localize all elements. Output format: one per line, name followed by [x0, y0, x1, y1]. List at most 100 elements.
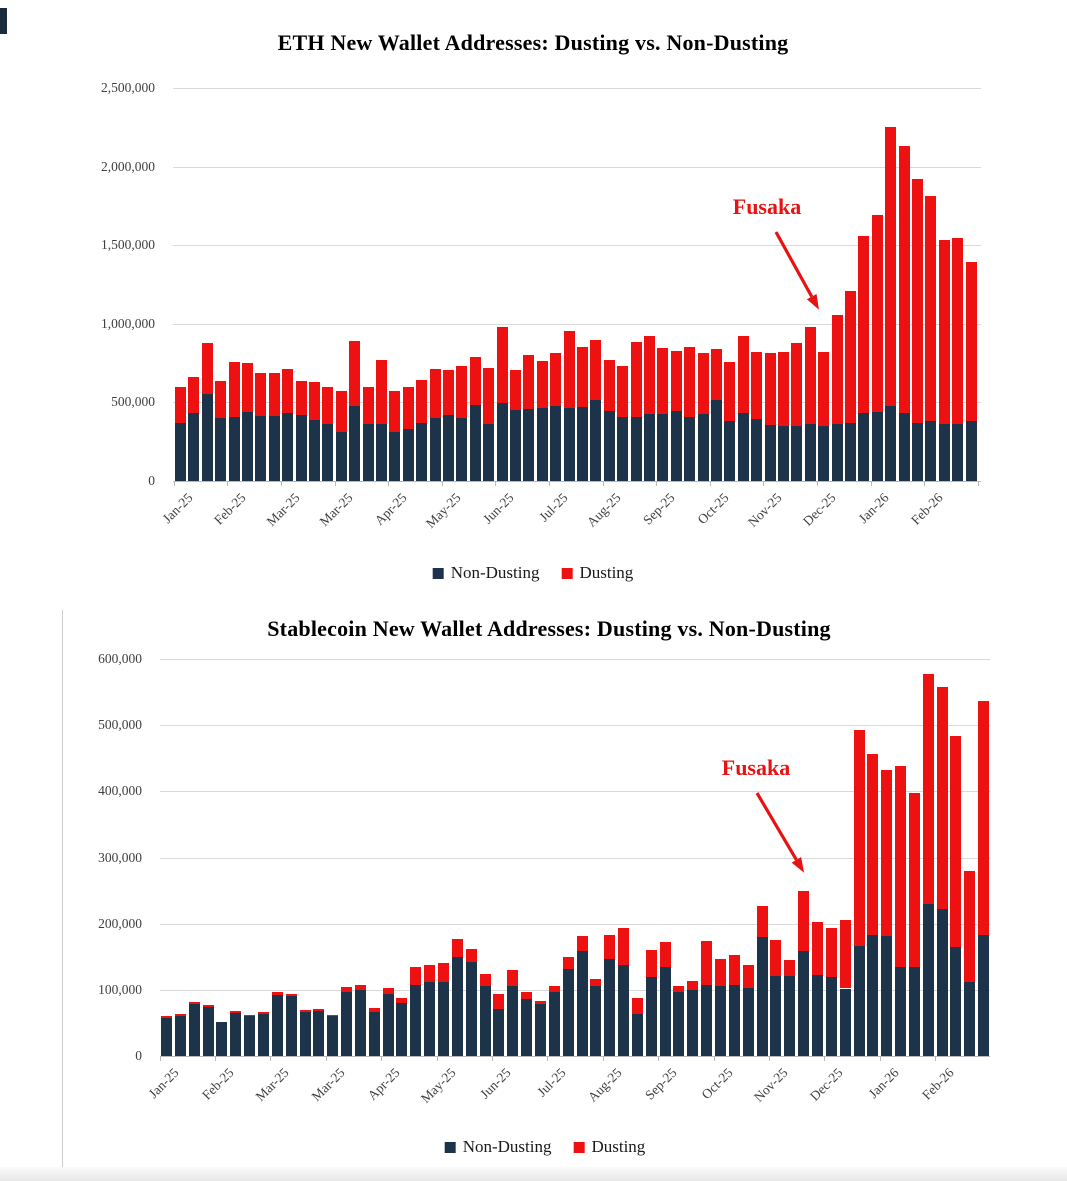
y-axis-label: 2,000,000 — [101, 158, 155, 174]
bar-segment-dusting — [728, 955, 740, 986]
bar-segment-dusting — [257, 1012, 269, 1015]
x-axis-label: Jun-25 — [480, 490, 517, 527]
bar-segment-dusting — [493, 994, 505, 1009]
bar-segment-dusting — [670, 351, 682, 411]
bar-segment-dusting — [885, 127, 897, 406]
x-axis-tick — [388, 481, 390, 486]
bar-segment-non-dusting — [268, 415, 280, 481]
y-axis-label: 2,500,000 — [101, 80, 155, 95]
x-axis-tick — [763, 481, 765, 486]
bar-segment-dusting — [349, 341, 361, 406]
bar-segment-non-dusting — [174, 1015, 186, 1056]
x-axis-line — [173, 481, 981, 482]
bar-segment-dusting — [456, 366, 468, 419]
bar-segment-dusting — [322, 386, 334, 425]
legend-item-dusting: Dusting — [561, 563, 633, 583]
bar-segment-non-dusting — [885, 405, 897, 481]
y-axis-label: 400,000 — [98, 783, 142, 799]
x-axis-tick — [549, 481, 550, 486]
bar-segment-non-dusting — [215, 418, 227, 481]
bar-segment-dusting — [770, 940, 782, 976]
bar-segment-non-dusting — [282, 413, 294, 481]
x-axis-tick — [602, 1056, 604, 1061]
dusting-legend-label: Dusting — [591, 1137, 646, 1156]
bar-segment-non-dusting — [839, 988, 851, 1056]
bar-segment-dusting — [327, 1014, 339, 1017]
bar-segment-non-dusting — [922, 904, 934, 1056]
bar-segment-non-dusting — [778, 425, 789, 481]
bar-segment-dusting — [335, 390, 347, 433]
bar-segment-non-dusting — [510, 410, 521, 481]
bar-segment-dusting — [645, 950, 657, 977]
bar-segment-dusting — [309, 381, 320, 420]
bar-segment-dusting — [938, 240, 950, 424]
bar-segment-non-dusting — [443, 414, 454, 481]
y-axis-label: 1,500,000 — [101, 237, 155, 253]
bar-segment-dusting — [534, 1001, 546, 1005]
bar-segment-non-dusting — [451, 957, 463, 1056]
bar-segment-dusting — [244, 1014, 256, 1017]
bar-segment-non-dusting — [188, 413, 200, 481]
bar-segment-non-dusting — [496, 403, 508, 481]
x-axis-label: Mar-25 — [316, 490, 356, 530]
bar-segment-dusting — [313, 1009, 325, 1011]
x-axis-tick — [768, 1056, 770, 1061]
bar-segment-non-dusting — [402, 429, 414, 481]
bar-segment-dusting — [936, 687, 948, 910]
x-axis-tick — [870, 481, 872, 486]
bar-segment-dusting — [161, 1016, 172, 1018]
bar-segment-dusting — [715, 958, 726, 986]
x-axis-tick — [879, 1056, 881, 1061]
bar-segment-dusting — [536, 360, 548, 408]
bar-segment-non-dusting — [908, 966, 920, 1056]
bar-segment-dusting — [845, 290, 856, 423]
bar-segment-dusting — [230, 1011, 242, 1013]
x-axis-label: Feb-25 — [198, 1065, 237, 1103]
non-dusting-swatch — [432, 567, 444, 579]
fusaka-annotation-eth: Fusaka — [732, 194, 802, 219]
bar-segment-dusting — [201, 342, 213, 394]
bar-segment-non-dusting — [313, 1011, 325, 1056]
x-axis-label: May-25 — [422, 490, 464, 531]
x-axis-tick — [381, 1056, 383, 1061]
bar-segment-non-dusting — [563, 407, 575, 481]
bar-segment-non-dusting — [244, 1016, 256, 1056]
bar-segment-dusting — [617, 366, 629, 417]
bar-segment-non-dusting — [751, 419, 763, 481]
x-axis-label: Oct-25 — [693, 490, 732, 528]
x-axis-label: Jul-25 — [534, 1065, 569, 1100]
non-dusting-legend-label: Non-Dusting — [462, 1137, 552, 1156]
bar-segment-non-dusting — [737, 413, 749, 481]
x-axis-tick — [334, 481, 336, 486]
x-axis-label: Apr-25 — [371, 490, 410, 528]
bar-segment-non-dusting — [550, 405, 562, 481]
x-axis-label: Dec-25 — [799, 490, 839, 529]
bar-segment-dusting — [964, 871, 976, 982]
legend-item-dusting: Dusting — [573, 1137, 645, 1157]
bar-segment-dusting — [362, 386, 374, 425]
x-axis-label: May-25 — [417, 1065, 459, 1106]
bar-segment-dusting — [382, 987, 394, 995]
stablecoin-plot-area: 600,000 500,000 400,000 300,000 200,000 100,0… — [98, 651, 990, 1106]
bar-segment-non-dusting — [711, 399, 722, 481]
y-gridline — [173, 88, 981, 89]
x-axis-label: Aug-25 — [584, 490, 624, 530]
bar-segment-dusting — [858, 235, 870, 414]
x-axis-tick — [281, 481, 282, 486]
bar-segment-non-dusting — [534, 1004, 546, 1056]
bar-segment-non-dusting — [396, 1003, 408, 1056]
bar-segment-non-dusting — [845, 422, 856, 481]
y-gridline — [160, 989, 990, 991]
bar-segment-dusting — [242, 363, 253, 412]
bar-segment-non-dusting — [659, 966, 671, 1056]
bar-segment-dusting — [950, 735, 962, 947]
bar-segment-dusting — [618, 928, 630, 965]
x-axis-label: Mar-25 — [263, 490, 303, 530]
x-axis-line — [160, 1056, 990, 1057]
dusting-legend-label: Dusting — [579, 563, 634, 582]
bar-segment-dusting — [255, 372, 267, 416]
bar-segment-non-dusting — [825, 976, 837, 1056]
x-axis-tick — [270, 1056, 272, 1061]
y-gridline — [173, 323, 981, 325]
bar-segment-dusting — [496, 326, 508, 404]
